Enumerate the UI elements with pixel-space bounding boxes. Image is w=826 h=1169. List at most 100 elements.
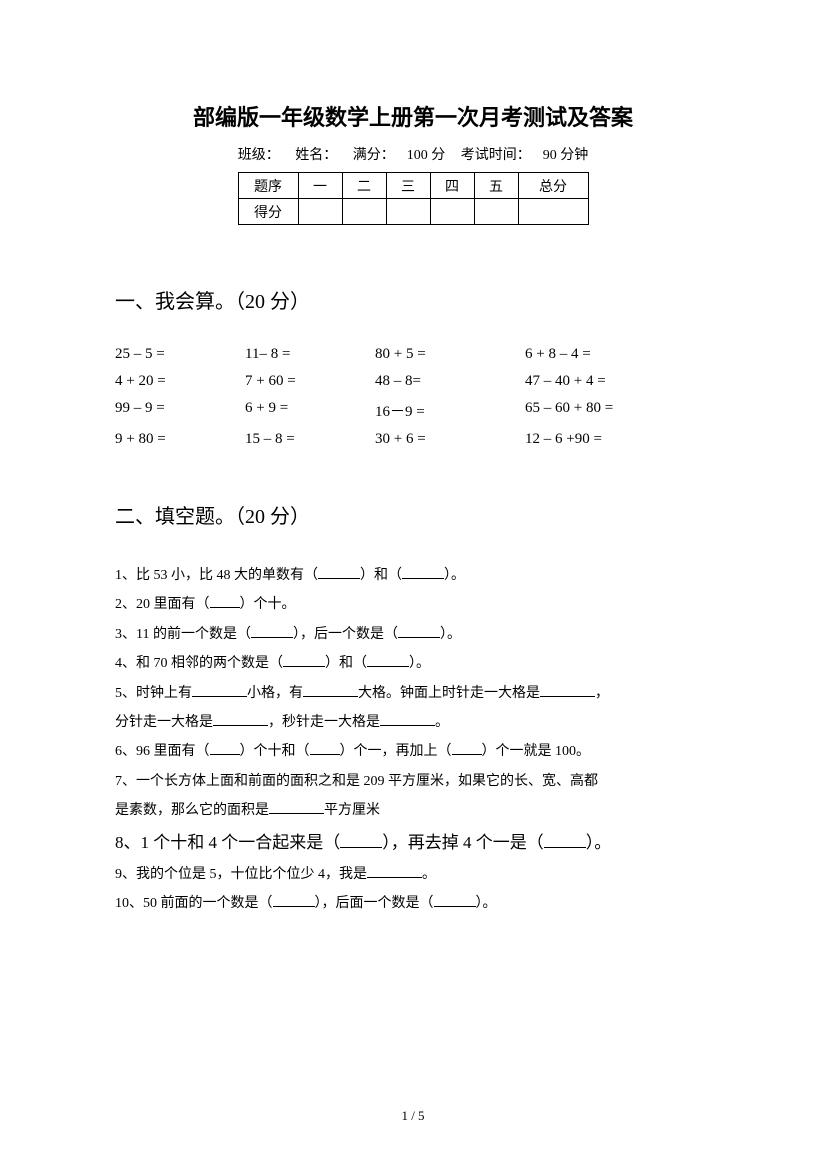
calc-cell: 65 – 60 + 80 = bbox=[525, 400, 685, 421]
q2: 2、20 里面有（ ）个十。 bbox=[115, 590, 711, 619]
q5-text: 小格，有 bbox=[247, 686, 303, 701]
q8-text: ）。 bbox=[586, 833, 612, 852]
q3-text: 3、11 的前一个数是（ bbox=[115, 627, 251, 642]
blank bbox=[269, 800, 324, 814]
blank bbox=[402, 565, 444, 579]
blank bbox=[367, 864, 422, 878]
blank bbox=[434, 893, 476, 907]
q2-text: ）个十。 bbox=[240, 597, 296, 612]
calc-cell: 80 + 5 = bbox=[375, 346, 525, 363]
score-cell bbox=[430, 199, 474, 225]
calc-grid: 25 – 5 = 11– 8 = 80 + 5 = 6 + 8 – 4 = 4 … bbox=[115, 346, 711, 448]
fullmarks-label: 满分： bbox=[353, 148, 395, 163]
q5: 5、时钟上有小格，有大格。钟面上时针走一大格是， bbox=[115, 679, 711, 708]
table-row: 题序 一 二 三 四 五 总分 bbox=[238, 173, 588, 199]
blank bbox=[544, 834, 586, 848]
q7: 7、一个长方体上面和前面的面积之和是 209 平方厘米，如果它的长、宽、高都 bbox=[115, 767, 711, 796]
total-cell bbox=[518, 199, 588, 225]
blank bbox=[210, 741, 240, 755]
name-label: 姓名： bbox=[295, 148, 337, 163]
blank bbox=[340, 834, 382, 848]
blank bbox=[318, 565, 360, 579]
q3: 3、11 的前一个数是（ ），后一个数是（ ）。 bbox=[115, 620, 711, 649]
blank bbox=[540, 683, 595, 697]
calc-cell: 9 + 80 = bbox=[115, 431, 245, 448]
q7-line2: 是素数，那么它的面积是 平方厘米 bbox=[115, 796, 711, 825]
q10-text: ）。 bbox=[476, 896, 497, 911]
calc-cell: 25 – 5 = bbox=[115, 346, 245, 363]
q5-text: 分针走一大格是 bbox=[115, 715, 213, 730]
calc-cell: 12 – 6 +90 = bbox=[525, 431, 685, 448]
col-2: 二 bbox=[342, 173, 386, 199]
page-title: 部编版一年级数学上册第一次月考测试及答案 bbox=[115, 100, 711, 132]
q5-text: 5、时钟上有 bbox=[115, 686, 192, 701]
q7-text: 7、一个长方体上面和前面的面积之和是 209 平方厘米，如果它的长、宽、高都 bbox=[115, 774, 598, 789]
row1-label: 题序 bbox=[238, 173, 298, 199]
class-label: 班级： bbox=[238, 148, 280, 163]
col-4: 四 bbox=[430, 173, 474, 199]
q5-text: 。 bbox=[435, 715, 449, 730]
q4-text: ）和（ bbox=[325, 656, 367, 671]
blank bbox=[452, 741, 482, 755]
col-3: 三 bbox=[386, 173, 430, 199]
q8-text: ），再去掉 4 个一是（ bbox=[382, 833, 544, 852]
calc-cell: 99 – 9 = bbox=[115, 400, 245, 421]
fill-questions: 1、比 53 小，比 48 大的单数有（）和（）。 2、20 里面有（）个十。 … bbox=[115, 561, 711, 918]
q1-text: ）和（ bbox=[360, 568, 402, 583]
q10-text: 10、50 前面的一个数是（ bbox=[115, 896, 273, 911]
q7-text: 是素数，那么它的面积是 bbox=[115, 803, 269, 818]
row2-label: 得分 bbox=[238, 199, 298, 225]
q10: 10、50 前面的一个数是（ ），后面一个数是（ ）。 bbox=[115, 889, 711, 918]
section1-heading: 一、我会算。（20 分） bbox=[115, 285, 711, 314]
blank bbox=[367, 653, 409, 667]
score-cell bbox=[298, 199, 342, 225]
time-value: 90 分钟 bbox=[543, 148, 589, 163]
q1-text: ）。 bbox=[444, 568, 465, 583]
time-label: 考试时间： bbox=[461, 148, 531, 163]
exam-info-line: 班级： 姓名： 满分： 100 分 考试时间： 90 分钟 bbox=[115, 144, 711, 164]
calc-cell: 30 + 6 = bbox=[375, 431, 525, 448]
calc-cell: 6 + 9 = bbox=[245, 400, 375, 421]
score-table: 题序 一 二 三 四 五 总分 得分 bbox=[238, 172, 589, 225]
calc-cell: 4 + 20 = bbox=[115, 373, 245, 390]
q2-text: 2、20 里面有（ bbox=[115, 597, 210, 612]
q5-text: 大格。钟面上时针走一大格是 bbox=[358, 686, 540, 701]
table-row: 得分 bbox=[238, 199, 588, 225]
score-cell bbox=[386, 199, 430, 225]
q6-text: ）个一，再加上（ bbox=[340, 744, 452, 759]
q10-text: ），后面一个数是（ bbox=[315, 896, 434, 911]
q6-text: ）个十和（ bbox=[240, 744, 310, 759]
q8: 8、1 个十和 4 个一合起来是（），再去掉 4 个一是（）。 bbox=[115, 826, 711, 860]
q4: 4、和 70 相邻的两个数是（ ）和（ ）。 bbox=[115, 649, 711, 678]
q7-text: 平方厘米 bbox=[324, 803, 380, 818]
total-label: 总分 bbox=[518, 173, 588, 199]
score-cell bbox=[474, 199, 518, 225]
calc-cell: 15 – 8 = bbox=[245, 431, 375, 448]
fullmarks-value: 100 分 bbox=[407, 148, 446, 163]
q6-text: 6、96 里面有（ bbox=[115, 744, 210, 759]
q5-text: ，秒针走一大格是 bbox=[268, 715, 380, 730]
q4-text: 4、和 70 相邻的两个数是（ bbox=[115, 656, 283, 671]
blank bbox=[210, 594, 240, 608]
blank bbox=[283, 653, 325, 667]
calc-cell: 16－9 = bbox=[375, 400, 525, 421]
blank bbox=[251, 624, 293, 638]
blank bbox=[303, 683, 358, 697]
q4-text: ）。 bbox=[409, 656, 430, 671]
blank bbox=[380, 712, 435, 726]
blank bbox=[213, 712, 268, 726]
q5-line2: 分针走一大格是 ，秒针走一大格是 。 bbox=[115, 708, 711, 737]
q3-text: ）。 bbox=[440, 627, 461, 642]
q9-text: 9、我的个位是 5，十位比个位少 4，我是 bbox=[115, 867, 367, 882]
page-number: 1 / 5 bbox=[0, 1108, 826, 1124]
section2-heading: 二、填空题。（20 分） bbox=[115, 500, 711, 529]
blank bbox=[310, 741, 340, 755]
q9-text: 。 bbox=[422, 867, 436, 882]
calc-cell: 6 + 8 – 4 = bbox=[525, 346, 685, 363]
blank bbox=[192, 683, 247, 697]
col-1: 一 bbox=[298, 173, 342, 199]
q6: 6、96 里面有（）个十和（）个一，再加上（）个一就是 100。 bbox=[115, 737, 711, 766]
q3-text: ），后一个数是（ bbox=[293, 627, 398, 642]
calc-cell: 47 – 40 + 4 = bbox=[525, 373, 685, 390]
blank bbox=[398, 624, 440, 638]
